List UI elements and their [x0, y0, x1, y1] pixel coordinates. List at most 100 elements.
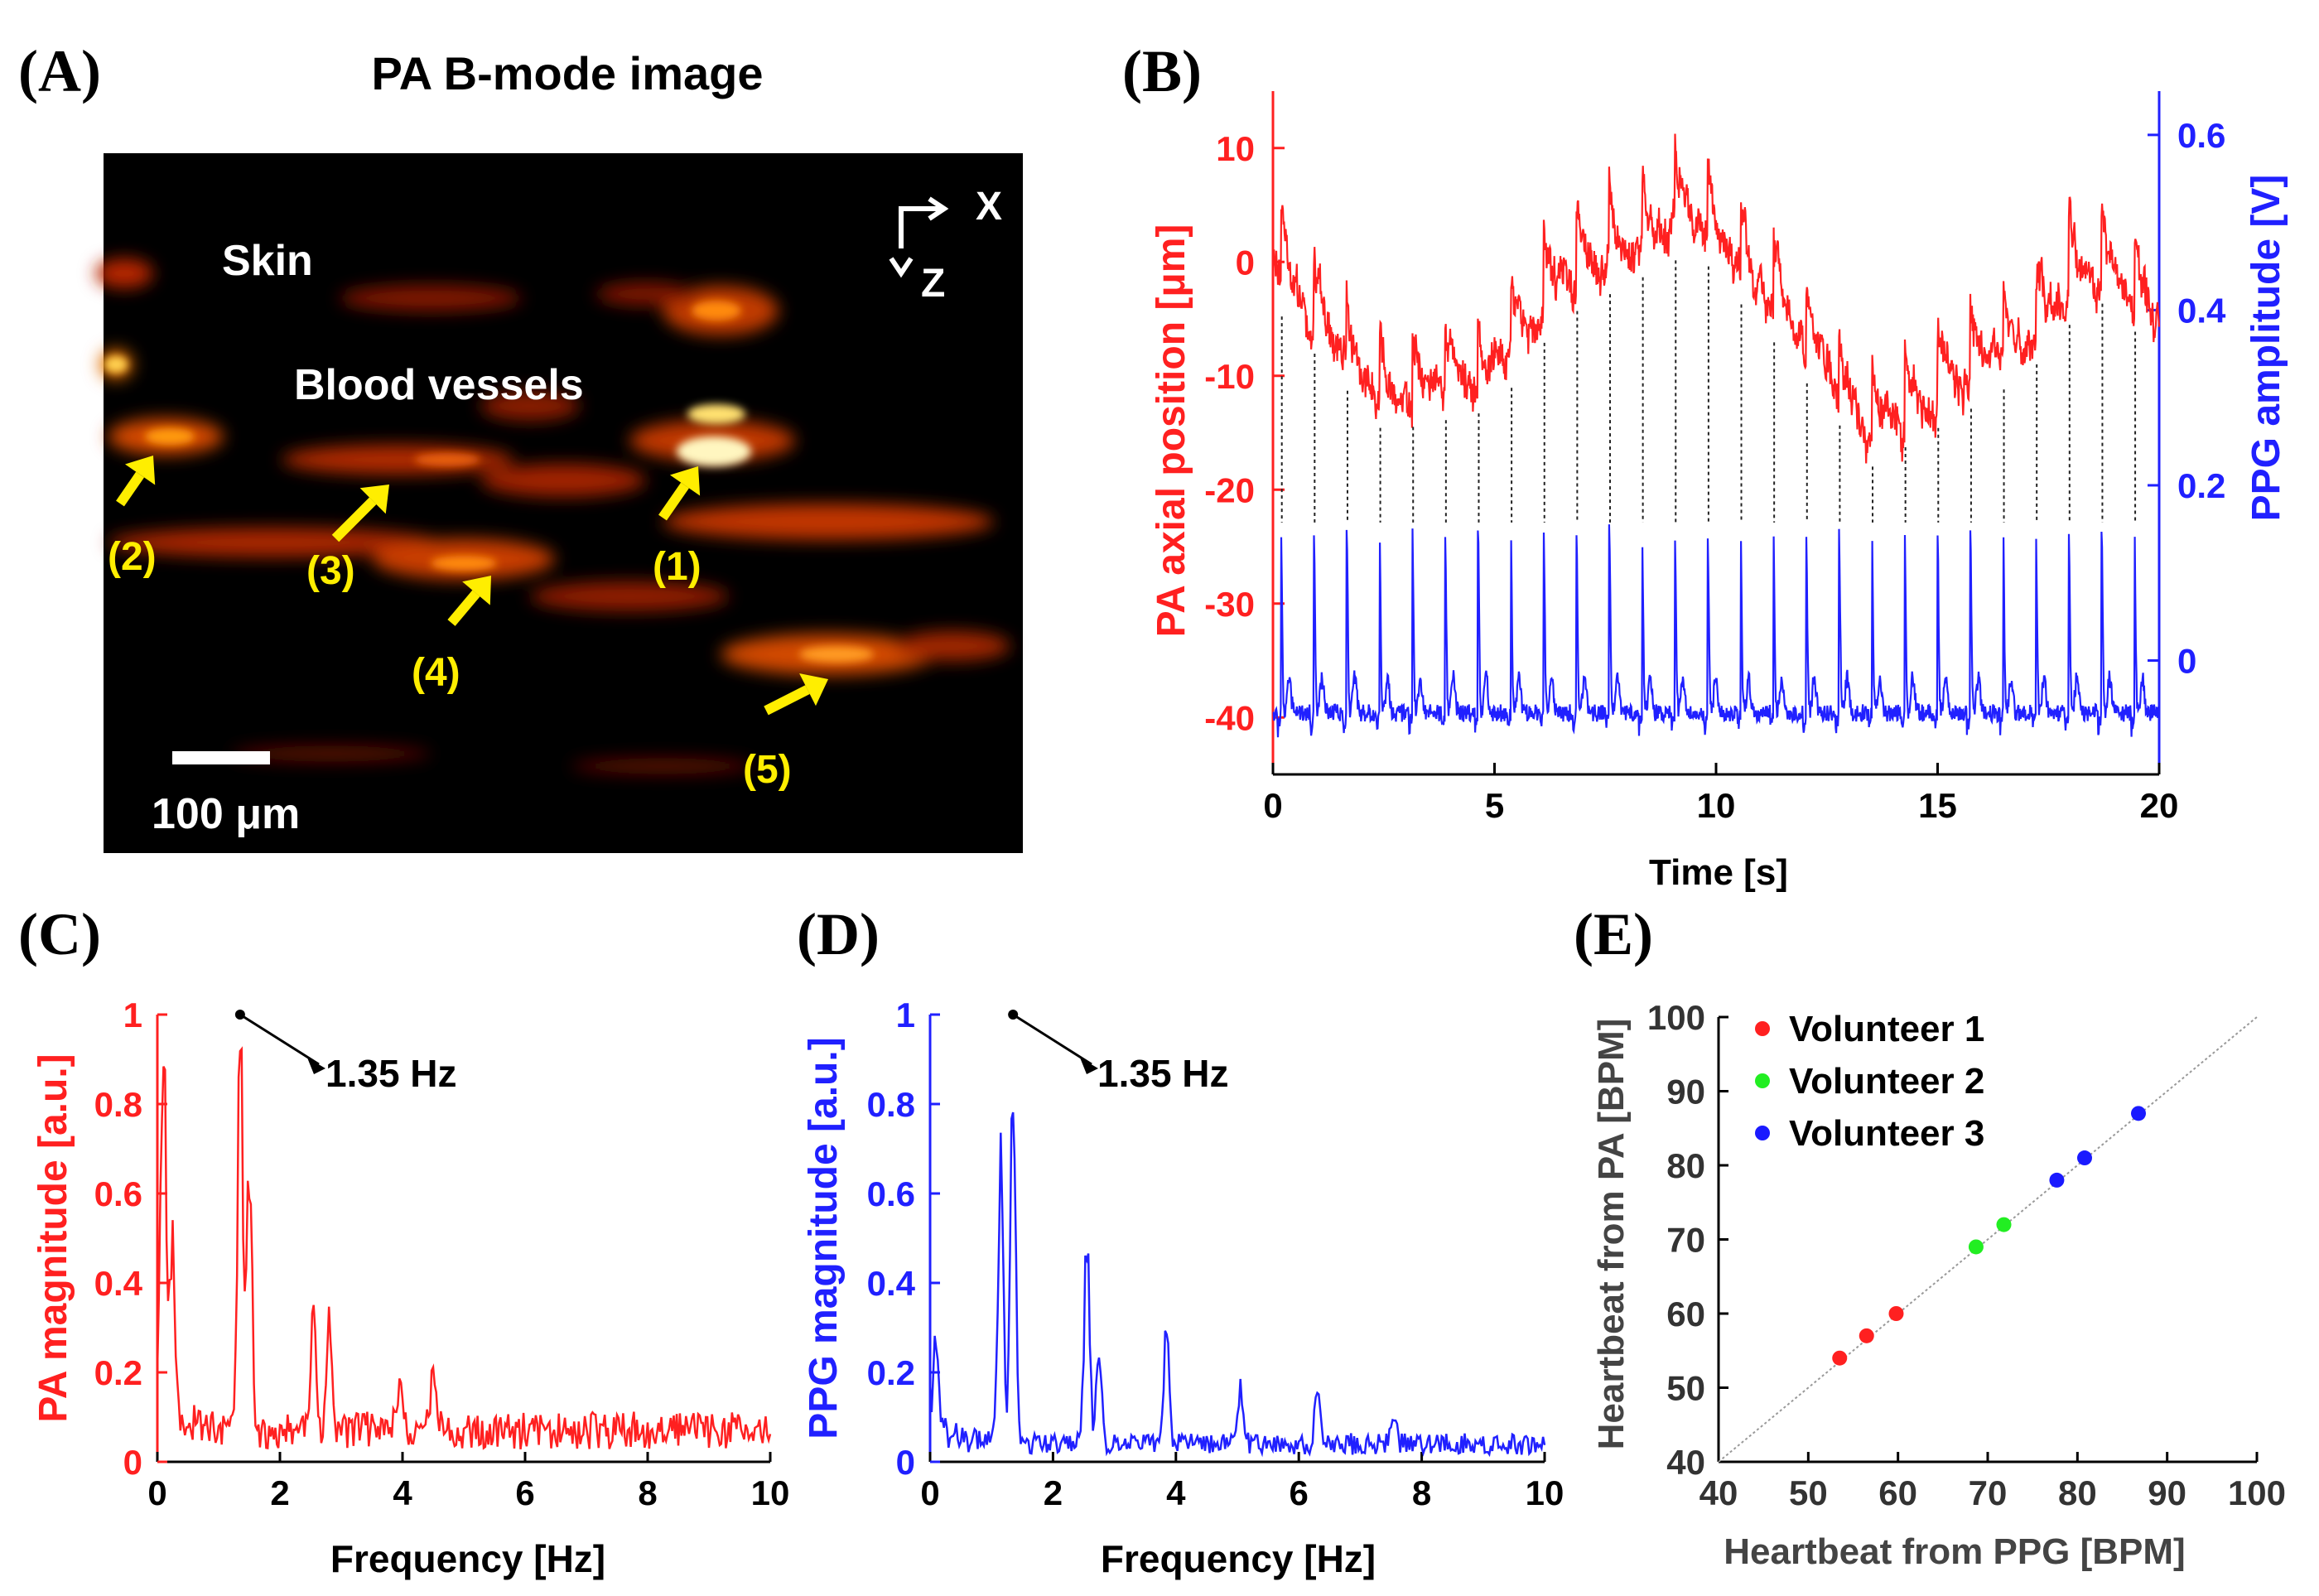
- legend-volunteer-1: Volunteer 1: [1789, 1009, 1984, 1049]
- spectrum-xtick-label: 10: [751, 1473, 790, 1512]
- spectrum-xtick-label: 0: [147, 1473, 166, 1512]
- spectrum-xtick-label: 8: [638, 1473, 657, 1512]
- panel-b-xtick-label: 10: [1697, 786, 1736, 825]
- panel-c: (C) 0 2 4 6 8 10 0 0.2 0.4 0.6 0.8 1 Frequency [Hz]…: [18, 901, 789, 1580]
- panel-e-ytick-label: 70: [1666, 1221, 1705, 1260]
- legend-marker-volunteer-2: [1755, 1073, 1770, 1088]
- spectrum-ytick-label: 0: [896, 1443, 915, 1482]
- spectrum-ytick-label: 0.6: [94, 1174, 142, 1213]
- arrow-4-shaft: [447, 590, 480, 626]
- panel-b-xtick-label: 5: [1485, 786, 1504, 825]
- skin-label: Skin: [222, 237, 313, 285]
- panel-e-xtick-label: 60: [1878, 1473, 1917, 1512]
- panel-b: (B) 0 5 10 15 20 10 0 -10 -20 -30 -40 0.6 0.4 0.2 0 Ti…: [1122, 38, 2288, 893]
- panel-b-ytick-right-label: 0.6: [2177, 116, 2225, 155]
- arrow-1-head: [669, 466, 701, 496]
- spectrum-xtick-label: 10: [1526, 1473, 1564, 1512]
- vessel-arrows: [116, 456, 828, 716]
- arrow-2-head: [124, 456, 156, 485]
- panel-e-ytick-label: 80: [1666, 1146, 1705, 1185]
- panel-b-ylabel-left: PA axial position [μm]: [1150, 224, 1193, 638]
- volunteer-1-point: [1832, 1350, 1848, 1366]
- arrow-5-head: [799, 673, 828, 706]
- panel-b-ytick-left-label: -10: [1204, 357, 1255, 396]
- panel-b-ytick-right-label: 0: [2177, 642, 2196, 681]
- volunteer-1-point: [1859, 1328, 1874, 1343]
- spectrum-xtick-label: 2: [1044, 1473, 1063, 1512]
- ppg-amplitude-trace: [1272, 524, 2161, 738]
- volunteer-3-point: [2049, 1172, 2065, 1188]
- vessels-label: Blood vessels: [294, 361, 584, 409]
- panel-b-ytick-left-label: 10: [1216, 129, 1255, 168]
- panel-e-xtick-label: 50: [1789, 1473, 1828, 1512]
- arrow-3-shaft: [331, 497, 377, 542]
- spectrum-ytick-label: 0.8: [94, 1085, 142, 1124]
- panel-e-ytick-label: 90: [1666, 1073, 1705, 1111]
- volunteer-2-point: [1996, 1217, 2012, 1232]
- panel-e-ylabel: Heartbeat from PA [BPM]: [1591, 1019, 1632, 1450]
- panel-b-letter: (B): [1122, 38, 1202, 104]
- spectrum-ytick-label: 0.2: [867, 1353, 915, 1392]
- panel-e-ytick-label: 100: [1647, 998, 1705, 1037]
- spectrum-ytick-label: 0.8: [867, 1085, 915, 1124]
- panel-c-ylabel: PA magnitude [a.u.]: [31, 1054, 75, 1422]
- marker-3: (3): [306, 549, 355, 593]
- spectrum-ytick-label: 0: [123, 1443, 142, 1482]
- spectrum-xtick-label: 6: [515, 1473, 534, 1512]
- marker-1: (1): [653, 545, 701, 589]
- arrow-3-head: [359, 485, 389, 514]
- bmode-hotspots: [104, 301, 874, 663]
- legend-volunteer-3: Volunteer 3: [1789, 1113, 1984, 1154]
- volunteer-2-point: [1968, 1239, 1984, 1255]
- legend-volunteer-2: Volunteer 2: [1789, 1061, 1984, 1102]
- panel-b-xtick-label: 15: [1918, 786, 1957, 825]
- volunteer-1-point: [1888, 1306, 1904, 1321]
- pa-position-trace: [1271, 133, 2161, 464]
- scale-bar-label: 100 μm: [152, 790, 300, 838]
- spectrum-ytick-label: 0.4: [867, 1264, 916, 1303]
- panel-e-letter: (E): [1574, 901, 1653, 967]
- panel-b-ytick-left-label: -40: [1204, 698, 1255, 737]
- panel-e-xtick-label: 100: [2228, 1473, 2286, 1512]
- axis-z-label: Z: [921, 262, 945, 306]
- spectrum-xtick-label: 4: [1166, 1473, 1186, 1512]
- panel-e-ytick-label: 50: [1666, 1369, 1705, 1408]
- marker-5: (5): [743, 748, 792, 792]
- panel-e-xtick-label: 70: [1969, 1473, 2008, 1512]
- panel-e-plot: 40 50 60 70 80 90 100 40 50 60 70 80 90 100: [1647, 998, 2286, 1512]
- panel-e-ytick-label: 40: [1666, 1443, 1705, 1482]
- bmode-image-background: [104, 153, 1023, 853]
- panel-b-ytick-left-label: -30: [1204, 585, 1255, 624]
- spectrum-xtick-label: 8: [1412, 1473, 1431, 1512]
- spectrum-peak-pointer: [239, 1013, 320, 1066]
- panel-a: (A) PA B-mode image: [18, 38, 1023, 853]
- arrow-2-shaft: [116, 471, 145, 507]
- spectrum-ytick-label: 0.4: [94, 1264, 143, 1303]
- panel-b-plot: 0 5 10 15 20 10 0 -10 -20 -30 -40 0.6 0.4 0.2 0: [1204, 91, 2226, 825]
- arrow-5-shaft: [764, 685, 810, 716]
- xz-axis-indicator: [889, 196, 949, 278]
- spectrum-trace: [156, 1046, 772, 1450]
- marker-4: (4): [412, 651, 460, 695]
- panel-b-xtick-label: 20: [2140, 786, 2179, 825]
- identity-line: [1718, 1016, 2258, 1463]
- panel-c-letter: (C): [18, 901, 101, 967]
- panel-b-ytick-right-label: 0.4: [2177, 291, 2226, 330]
- panel-d-plot: 0 2 4 6 8 10 0 0.2 0.4 0.6 0.8 1: [867, 996, 1564, 1512]
- spectrum-ytick-label: 0.6: [867, 1174, 915, 1213]
- panel-e: (E) 40 50 60 70 80 90 100 40 50 60 70 80 90 100 Heart…: [1574, 901, 2286, 1572]
- axis-x-label: X: [976, 185, 1002, 229]
- arrow-4-head: [462, 576, 491, 605]
- marker-2: (2): [108, 535, 157, 579]
- panel-d-ylabel: PPG magnitude [a.u.]: [802, 1037, 846, 1439]
- spectrum-xtick-label: 4: [393, 1473, 412, 1512]
- panel-b-xtick-label: 0: [1263, 786, 1282, 825]
- volunteer-3-point: [2077, 1150, 2092, 1166]
- legend-marker-volunteer-3: [1755, 1126, 1770, 1140]
- spectrum-ytick-label: 0.2: [94, 1353, 142, 1392]
- spectrum-ytick-label: 1: [896, 996, 915, 1034]
- panel-e-xtick-label: 90: [2148, 1473, 2186, 1512]
- legend-marker-volunteer-1: [1755, 1021, 1770, 1036]
- spectrum-xtick-label: 0: [920, 1473, 939, 1512]
